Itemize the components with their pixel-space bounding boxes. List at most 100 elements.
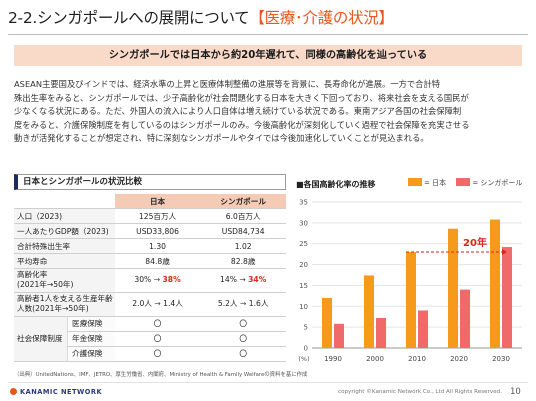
cell-japan: USD33,806 [114,223,201,240]
bar-singapore [376,317,386,348]
chart-legend: = 日本 = シンガポール [408,178,530,188]
cell-singapore: USD84,734 [200,223,286,240]
bar-japan [406,252,416,348]
cell-singapore: 14% → 34% [200,268,286,293]
y-tick-label: 20 [299,261,308,269]
table-row: 高齢化率 (2021年→50年) 30% → 38% 14% → 34% [14,268,286,293]
table-row: 社会保障制度 医療保険 〇 〇 [14,316,286,362]
bar-japan [322,297,332,348]
row-label-line: (2021年→50年) [17,280,74,290]
cell-singapore: 〇 [200,316,286,332]
row-label-aging-rate: 高齢化率 (2021年→50年) [14,268,115,293]
row-label-social-security: 社会保障制度 [14,316,68,362]
row-label-support-ratio: 高齢者1人を支える生産年齢 人数(2021年→50年) [14,292,115,317]
table-row: 人口（2023) 125百万人 6.0百万人 [14,208,286,225]
company-logo: KANAMIC NETWORK [10,388,102,396]
table-row: 平均寿命 84.8歳 82.8歳 [14,253,286,269]
sub-label-pension-insurance: 年金保険 [67,331,115,347]
legend-swatch-singapore [456,178,471,186]
legend-swatch-japan [408,178,422,186]
annotation-label: 20年 [463,236,487,249]
value-to: 1.6人 [248,299,269,309]
x-tick-label: 2020 [450,355,468,363]
bar-singapore [334,323,344,348]
legend-label-japan: 日本 [432,179,447,187]
x-tick-label: 2010 [408,355,426,363]
page-title-main: 2-2.シンガポールへの展開について [8,9,250,27]
bar-singapore [460,289,470,348]
cell-japan: 30% → 38% [114,268,201,293]
body-line: 度をみると、介護保険制度を有しているのはシンガポールのみ。今後高齢化が深刻化して… [14,119,470,130]
y-tick-label: 0 [304,345,308,353]
cell-japan: 〇 [114,316,201,332]
comparison-heading: 日本とシンガポールの状況比較 [14,174,286,190]
x-tick-label: 1990 [324,355,342,363]
page-title-accent: 【医療･介護の状況】 [249,9,394,27]
legend-label-singapore: シンガポール [480,179,523,187]
y-tick-label: 30 [299,219,308,227]
arrow-icon: → [239,299,247,309]
table-header-blank [14,194,115,210]
row-label-gdp: 一人あたりGDP額（2023) [14,223,115,240]
page-number: 10 [510,387,521,397]
annotation-arrowhead [502,249,507,256]
arrow-icon: → [153,275,161,285]
summary-banner: シンガポールでは日本から約20年遅れて、同様の高齢化を辿っている [14,45,522,66]
cell-singapore: 6.0百万人 [200,208,286,225]
row-label-population: 人口（2023) [14,208,115,225]
bar-japan [490,219,500,348]
cell-japan: 〇 [114,331,201,347]
y-tick-label: 5 [304,324,308,332]
value-from: 2.0人 [132,299,152,309]
cell-japan: 84.8歳 [114,253,201,269]
row-label-line: 高齢者1人を支える生産年齢 [17,293,113,303]
cell-japan: 2.0人 → 1.4人 [114,292,201,317]
row-label-fertility: 合計特殊出生率 [14,238,115,255]
cell-singapore: 〇 [200,331,286,347]
value-to: 34% [248,275,267,285]
cell-japan: 125百万人 [114,208,201,225]
col-header-japan: 日本 [114,194,201,210]
table-header-row: 日本 シンガポール [14,194,286,210]
y-tick-label: 25 [299,240,308,248]
cell-singapore: 82.8歳 [200,253,286,269]
value-from: 5.2人 [217,299,238,309]
value-to: 38% [162,275,181,285]
col-header-singapore: シンガポール [200,194,286,210]
value-from: 14% [220,275,237,285]
cell-singapore: 1.02 [200,238,286,255]
sub-label-care-insurance: 介護保険 [67,346,115,362]
body-line: 殊出生率をみると、シンガポールでは、少子高齢化が社会問題化する日本を大きく下回っ… [14,92,469,103]
value-to: 1.4人 [163,299,183,309]
bar-japan [448,228,458,348]
cell-japan: 1.30 [114,238,201,255]
row-label-life-expectancy: 平均寿命 [14,253,115,269]
cell-singapore: 5.2人 → 1.6人 [200,292,286,317]
body-line: 少なくなる状況にある。ただ、外国人の流入により人口自体は増え続けている状況である… [14,106,462,117]
y-unit-label: (%) [298,355,309,363]
arrow-icon: → [154,299,161,309]
logo-mark-icon [10,388,17,395]
cell-japan: 〇 [114,346,201,362]
table-row: 介護保険 〇 〇 [14,346,286,362]
x-tick-label: 2000 [366,355,384,363]
table-row: 年金保険 〇 〇 [14,331,286,347]
sub-label-medical-insurance: 医療保険 [67,316,115,332]
chart-title: ■各国高齢化率の推移 [296,180,376,189]
y-tick-label: 35 [299,199,308,207]
body-line: 動きが活発化することが想定され、特に深刻なシンガポールやタイでは今後加速化してい… [14,133,429,144]
body-line: ASEAN主要国及びインドでは、経済水準の上昇と医療体制整備の進展等を背景に、長… [14,79,441,89]
cell-singapore: 〇 [200,346,286,362]
legend-item-japan: = 日本 [408,178,447,187]
copyright-text: copyright ©Kanamic Network Co., Ltd All … [338,389,502,395]
row-label-line: 人数(2021年→50年) [17,304,89,314]
table-row: 一人あたりGDP額（2023) USD33,806 USD84,734 [14,223,286,240]
title-divider [8,34,528,35]
x-tick-label: 2030 [492,355,510,363]
bar-singapore [418,310,428,348]
bar-singapore [502,247,512,348]
page-title: 2-2.シンガポールへの展開について【医療･介護の状況】 [8,6,394,28]
body-paragraph: ASEAN主要国及びインドでは、経済水準の上昇と医療体制整備の進展等を背景に、長… [14,78,524,146]
table-row: 合計特殊出生率 1.30 1.02 [14,238,286,255]
row-label-line: 高齢化率 [17,269,48,279]
